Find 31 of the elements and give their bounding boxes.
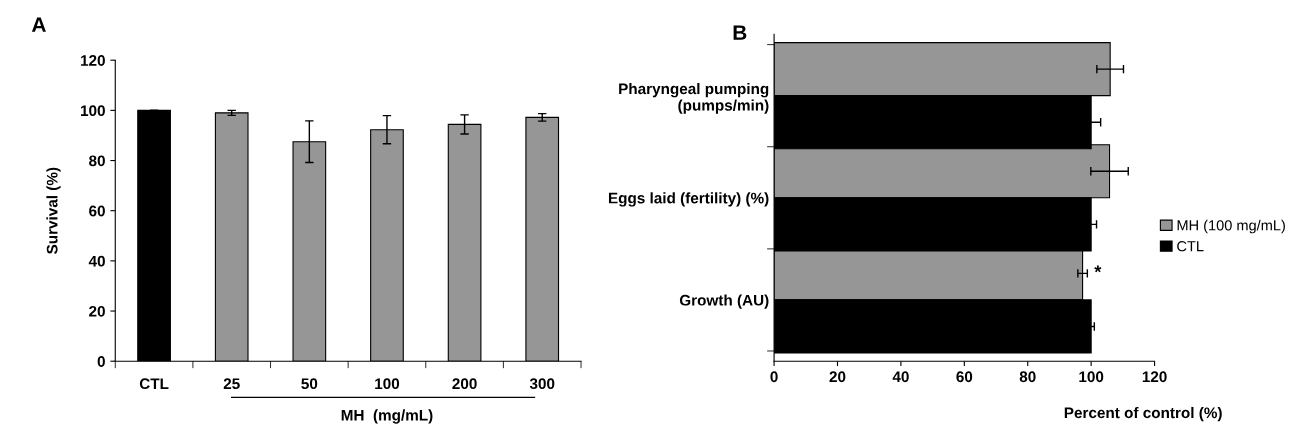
y-tick-label: 120 xyxy=(81,55,105,66)
x-tick-label: 100 xyxy=(375,378,400,390)
x-tick-label: 50 xyxy=(301,378,318,390)
x-tick-label: 25 xyxy=(223,378,240,390)
chart-title: A xyxy=(31,17,46,32)
y-tick-label: 40 xyxy=(88,255,105,267)
x-axis-title: MH (mg/mL) xyxy=(341,409,433,424)
y-tick-label: Pharyngeal pumping (pumps/min) xyxy=(619,82,769,114)
y-tick-label: 0 xyxy=(97,356,105,367)
y-axis-title: Survival (%) xyxy=(46,167,61,254)
chart-title: B xyxy=(733,25,747,40)
y-tick-label: 100 xyxy=(81,105,105,117)
x-tick-label: 200 xyxy=(452,378,477,390)
legend-label: CTL xyxy=(1177,241,1204,252)
x-tick-label: 300 xyxy=(529,378,555,390)
x-tick-label: 100 xyxy=(1079,371,1104,383)
x-axis-title: Percent of control (%) xyxy=(1064,406,1222,422)
x-tick-label: 0 xyxy=(770,371,778,383)
x-tick-label: 20 xyxy=(829,371,846,383)
y-tick-label: Growth (AU) xyxy=(679,294,769,309)
x-tick-label: CTL xyxy=(139,378,169,390)
y-tick-label: 80 xyxy=(89,155,105,167)
x-tick-label: 120 xyxy=(1142,371,1167,383)
y-tick-label: Eggs laid (fertility) (%) xyxy=(608,192,769,207)
x-tick-label: 60 xyxy=(956,371,973,383)
annotation: * xyxy=(1094,265,1102,273)
x-tick-label: 80 xyxy=(1019,371,1036,383)
y-tick-label: 60 xyxy=(89,205,105,217)
x-tick-label: 40 xyxy=(892,371,909,383)
legend-label: MH (100 mg/mL) xyxy=(1177,219,1285,234)
y-tick-label: 20 xyxy=(89,305,105,317)
